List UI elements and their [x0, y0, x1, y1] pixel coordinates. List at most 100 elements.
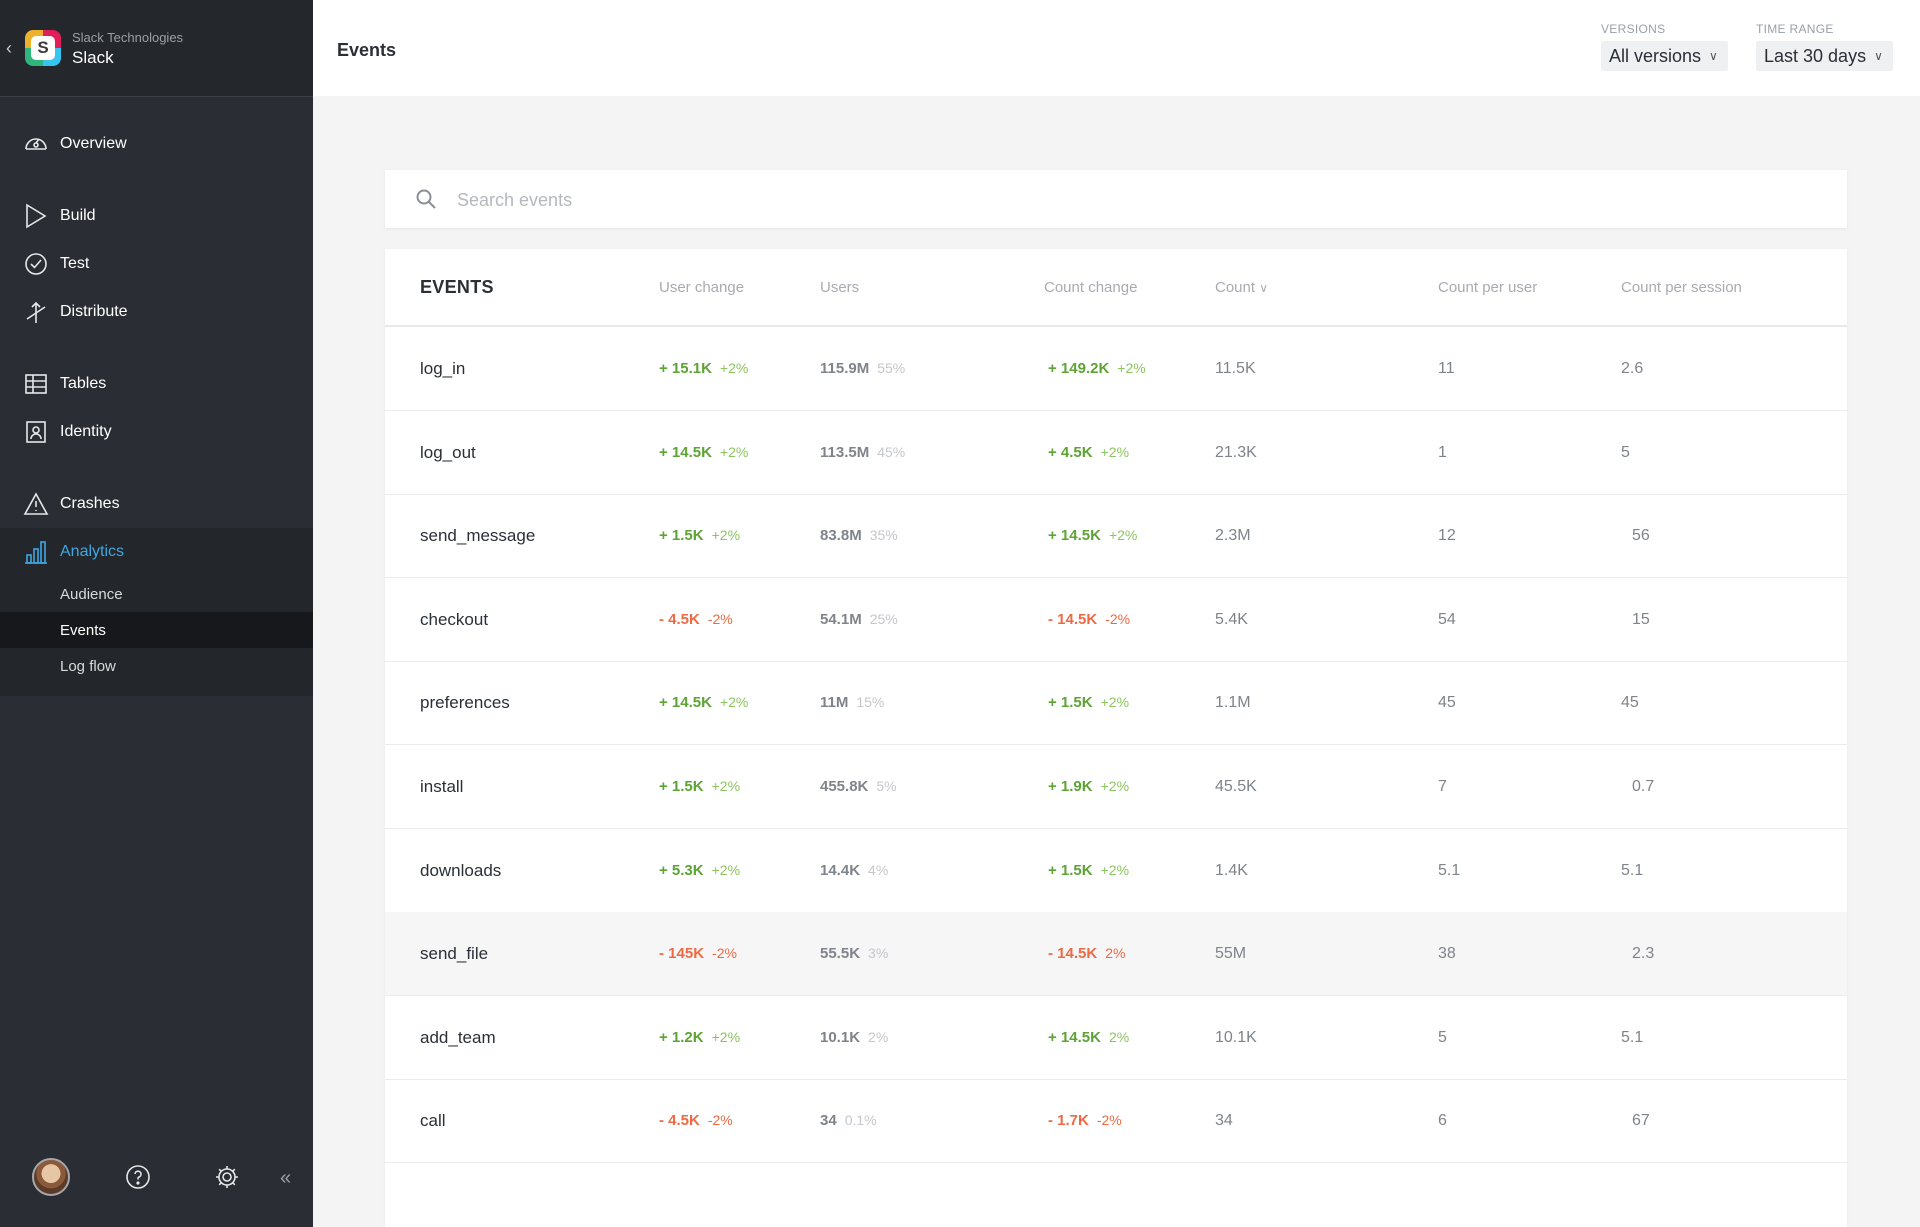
versions-label: VERSIONS — [1601, 22, 1666, 36]
count-change-value: + 149.2K — [1048, 360, 1110, 377]
count-per-user: 1 — [1438, 443, 1447, 461]
check-circle-icon — [25, 253, 47, 275]
column-header-count-change[interactable]: Count change — [1044, 279, 1138, 296]
events-table: EVENTS User change Users Count change Co… — [385, 249, 1847, 1227]
table-row[interactable]: send_message + 1.5K +2% 83.8M 35% + 14.5K +2% 2… — [385, 494, 1847, 579]
sidebar-item-identity[interactable]: Identity — [0, 408, 313, 456]
count-change-percent: -2% — [1096, 1112, 1122, 1129]
sidebar-subitem-label: Audience — [60, 585, 123, 603]
search-input[interactable] — [455, 184, 1759, 216]
count-change-value: + 1.5K — [1048, 694, 1093, 712]
user-change-value: + 15.1K — [659, 360, 712, 377]
table-row[interactable]: downloads + 5.3K +2% 14.4K 4% + 1.5K +2% 1.4K 5.… — [385, 829, 1847, 913]
table-row[interactable]: log_in + 15.1K +2% 115.9M 55% + 149.2K +2% 11.5… — [385, 327, 1847, 411]
table-row[interactable]: log_out + 14.5K +2% 113.5M 45% + 4.5K +2% 21.3K… — [385, 411, 1847, 495]
users: 55.5K 3% — [820, 945, 888, 963]
count: 1.1M — [1215, 694, 1251, 712]
back-chevron-icon[interactable]: ‹ — [6, 38, 12, 58]
collapse-sidebar-icon[interactable]: « — [280, 1167, 292, 1189]
search-bar — [385, 170, 1847, 228]
user-change-value: - 145K — [659, 945, 705, 963]
page-title: Events — [337, 40, 397, 60]
column-header-count[interactable]: Count ∨ — [1215, 279, 1268, 296]
search-icon — [416, 189, 436, 209]
sidebar-item-label: Overview — [60, 135, 127, 152]
count-per-user: 12 — [1438, 527, 1456, 545]
avatar[interactable] — [32, 1158, 70, 1196]
column-header-count-label: Count — [1215, 279, 1256, 296]
table-row[interactable]: preferences + 14.5K +2% 11M 15% + 1.5K +2% 1.1M… — [385, 661, 1847, 746]
app-org: Slack Technologies — [72, 30, 184, 45]
users-percent: 35% — [869, 527, 898, 544]
sidebar-footer: « — [0, 1127, 313, 1227]
sidebar-subitem-audience[interactable]: Audience — [0, 576, 313, 612]
count-per-user: 7 — [1438, 778, 1447, 795]
sidebar-item-test[interactable]: Test — [0, 240, 313, 288]
count-change-value: + 14.5K — [1048, 527, 1101, 545]
count-per-session: 45 — [1621, 694, 1639, 712]
user-change-value: + 14.5K — [659, 443, 712, 461]
users-value: 83.8M — [820, 527, 862, 545]
count-change-value: + 1.5K — [1048, 861, 1093, 879]
gear-icon[interactable] — [213, 1163, 241, 1191]
users-value: 55.5K — [820, 945, 861, 963]
sidebar-item-tables[interactable]: Tables — [0, 360, 313, 408]
sidebar-item-label: Tables — [60, 375, 107, 392]
user-change-percent: +2% — [711, 527, 741, 544]
distribute-icon — [26, 301, 46, 323]
chevron-down-icon: ∨ — [1709, 49, 1718, 63]
sidebar-subitem-events[interactable]: Events — [0, 612, 313, 648]
column-header-user-change[interactable]: User change — [659, 279, 745, 296]
users-value: 113.5M — [820, 443, 870, 461]
column-header-users[interactable]: Users — [820, 279, 860, 296]
count: 45.5K — [1215, 778, 1257, 795]
users-percent: 45% — [877, 443, 906, 460]
count-per-session: 56 — [1632, 527, 1650, 545]
users-value: 115.9M — [820, 360, 870, 377]
sidebar-item-analytics[interactable]: Analytics — [0, 528, 313, 576]
event-name: log_out — [420, 442, 476, 462]
users-value: 10.1K — [820, 1028, 861, 1046]
app-switcher[interactable]: ‹ S Slack Technologies Slack — [0, 0, 313, 97]
versions-dropdown[interactable]: All versions ∨ — [1601, 41, 1728, 71]
table-row[interactable]: checkout - 4.5K -2% 54.1M 25% - 14.5K -2% 5.4K 5… — [385, 578, 1847, 662]
count-change: - 14.5K -2% — [1048, 611, 1130, 629]
count-per-user: 5 — [1438, 1028, 1447, 1046]
user-change-value: + 5.3K — [659, 861, 704, 879]
analytics-group: Analytics Audience Events Log flow — [0, 528, 313, 696]
table-row[interactable]: send_file - 145K -2% 55.5K 3% - 14.5K 2% 55M 38 2… — [385, 912, 1847, 997]
user-change-value: - 4.5K — [659, 610, 700, 628]
event-name: send_file — [420, 944, 489, 964]
user-change: + 14.5K +2% — [659, 694, 748, 712]
user-change-percent: -2% — [712, 945, 737, 962]
sidebar-subitem-log-flow[interactable]: Log flow — [0, 648, 313, 684]
sort-chevron-icon: ∨ — [1259, 281, 1268, 295]
help-icon[interactable] — [124, 1163, 152, 1191]
users: 14.4K 4% — [820, 862, 888, 880]
users: 10.1K 2% — [820, 1029, 888, 1047]
event-name: call — [420, 1111, 446, 1131]
sidebar-item-crashes[interactable]: Crashes — [0, 480, 313, 528]
column-header-count-per-session[interactable]: Count per session — [1621, 279, 1742, 296]
count-change-percent: 2% — [1105, 945, 1126, 962]
table-row[interactable]: install + 1.5K +2% 455.8K 5% + 1.9K +2% 45.5K 7 0… — [385, 745, 1847, 829]
count-change: + 14.5K +2% — [1048, 527, 1137, 545]
table-row[interactable]: add_team + 1.2K +2% 10.1K 2% + 14.5K 2% 10.1K 5 5… — [385, 996, 1847, 1080]
count-change: + 1.5K +2% — [1048, 862, 1129, 880]
users-value: 14.4K — [820, 861, 861, 879]
count: 2.3M — [1215, 527, 1251, 545]
time-range-dropdown[interactable]: Last 30 days ∨ — [1756, 41, 1893, 71]
count-per-user: 45 — [1438, 694, 1456, 712]
table-row[interactable]: call - 4.5K -2% 34 0.1% - 1.7K -2% 34 6 67 — [385, 1079, 1847, 1164]
user-change-percent: -2% — [707, 610, 733, 627]
bar-chart-icon — [25, 541, 47, 564]
sidebar-item-distribute[interactable]: Distribute — [0, 288, 313, 336]
versions-value: All versions — [1609, 45, 1702, 66]
column-header-count-per-user[interactable]: Count per user — [1438, 279, 1538, 296]
sidebar-item-build[interactable]: Build — [0, 192, 313, 240]
user-change-percent: -2% — [707, 1112, 733, 1129]
users: 34 0.1% — [820, 1112, 877, 1130]
user-change-percent: +2% — [711, 778, 741, 794]
sidebar-item-overview[interactable]: Overview — [0, 120, 313, 168]
user-change: + 1.2K +2% — [659, 1029, 740, 1047]
